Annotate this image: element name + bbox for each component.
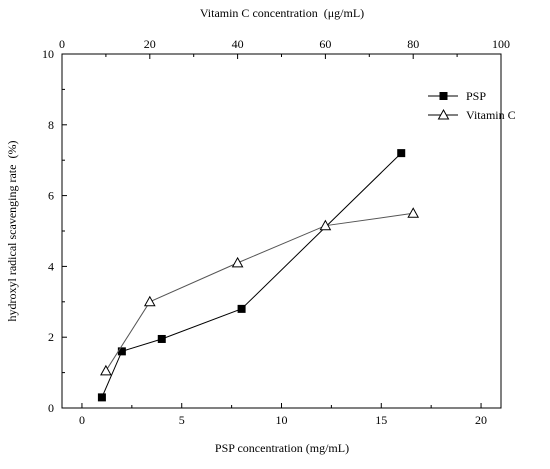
vitamin-c-point bbox=[231, 256, 244, 268]
x2-tick-label: 80 bbox=[407, 37, 419, 51]
psp-point bbox=[237, 304, 246, 313]
vitamin-c-point bbox=[407, 207, 420, 218]
psp-point bbox=[97, 393, 106, 402]
top-axis: 0 20 40 60 80 100 bbox=[59, 37, 510, 59]
legend-psp-marker bbox=[439, 92, 448, 100]
vitamin-c-point bbox=[143, 295, 156, 307]
y-tick-label: 8 bbox=[48, 118, 54, 132]
legend: PSP Vitamin C bbox=[428, 89, 516, 122]
psp-point bbox=[117, 347, 126, 356]
bottom-axis: 0 5 10 15 20 bbox=[79, 403, 487, 427]
x-tick-label: 0 bbox=[79, 413, 85, 427]
y-tick-label: 6 bbox=[48, 189, 54, 203]
x2-tick-label: 60 bbox=[319, 37, 331, 51]
vitamin-c-point bbox=[100, 364, 112, 376]
y-tick-label: 0 bbox=[48, 401, 54, 415]
psp-point bbox=[397, 149, 406, 158]
x-axis-label: PSP concentration (mg/mL) bbox=[215, 441, 349, 455]
x2-tick-label: 100 bbox=[492, 37, 510, 51]
vitamin-c-point bbox=[319, 219, 332, 231]
legend-vitc-marker bbox=[437, 108, 450, 120]
x-tick-label: 20 bbox=[475, 413, 487, 427]
legend-psp-label: PSP bbox=[466, 89, 486, 103]
x-tick-label: 15 bbox=[375, 413, 387, 427]
series-layer bbox=[97, 149, 420, 402]
x2-axis-label: Vitamin C concentration (μg/mL) bbox=[200, 6, 364, 20]
y-tick-label: 2 bbox=[48, 330, 54, 344]
psp-series-line bbox=[101, 152, 402, 398]
x2-tick-label: 40 bbox=[232, 37, 244, 51]
x-tick-label: 10 bbox=[276, 413, 288, 427]
x-tick-label: 5 bbox=[179, 413, 185, 427]
y-tick-label: 10 bbox=[42, 47, 54, 61]
legend-vitc-label: Vitamin C bbox=[466, 108, 516, 122]
y-axis-label: hydroxyl radical scavenging rate (%) bbox=[5, 141, 19, 322]
plot-frame bbox=[61, 53, 502, 409]
left-axis: 0 2 4 6 8 10 bbox=[42, 47, 67, 415]
x2-tick-label: 0 bbox=[59, 37, 65, 51]
vitamin-c-series-line bbox=[105, 212, 414, 372]
y-tick-label: 4 bbox=[48, 259, 54, 273]
psp-point bbox=[157, 334, 166, 343]
x2-tick-label: 20 bbox=[144, 37, 156, 51]
